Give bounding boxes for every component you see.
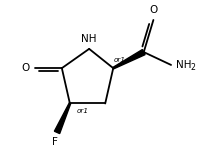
Text: 2: 2 [190,63,195,72]
Text: or1: or1 [77,108,89,114]
Text: O: O [21,63,30,73]
Text: or1: or1 [114,57,126,63]
Text: NH: NH [176,60,191,70]
Text: NH: NH [81,34,97,44]
Text: F: F [52,137,58,147]
Polygon shape [54,103,71,134]
Polygon shape [113,50,145,69]
Text: O: O [149,5,157,15]
